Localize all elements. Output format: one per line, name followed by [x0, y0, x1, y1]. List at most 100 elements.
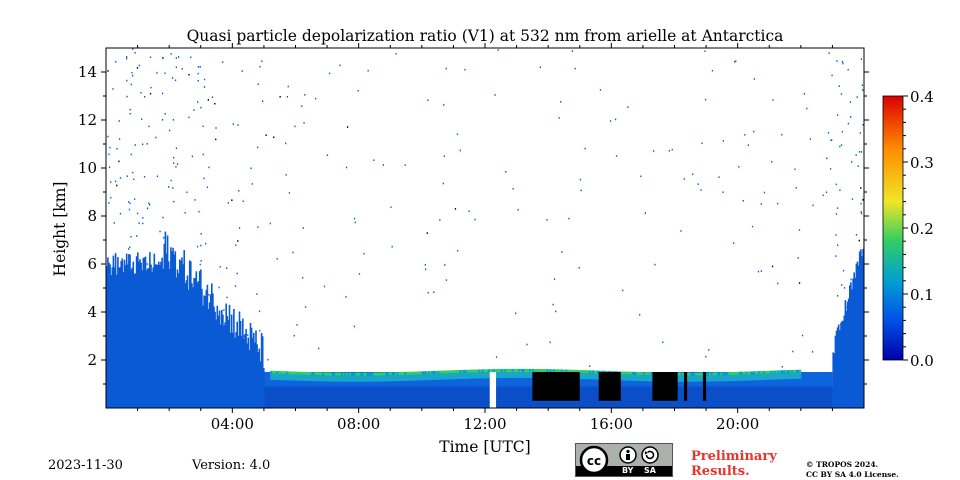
depol-speckle	[433, 291, 435, 293]
cloud-column	[205, 290, 208, 408]
depol-speckle	[234, 285, 237, 287]
cloud-column	[256, 344, 258, 408]
layer-top-segment	[511, 371, 514, 378]
cloud-column	[251, 337, 254, 408]
depol-speckle	[269, 222, 271, 225]
depol-speckle	[162, 216, 164, 219]
layer-top-segment	[289, 374, 292, 381]
cloud-column	[196, 282, 199, 408]
layer-top-segment	[347, 375, 350, 382]
cloud-column	[144, 256, 147, 408]
depol-speckle	[862, 199, 864, 201]
depol-speckle	[835, 234, 837, 236]
layer-top-segment	[726, 375, 729, 382]
layer-top-segment	[590, 370, 593, 374]
layer-top-segment	[788, 373, 791, 380]
depol-speckle	[494, 94, 496, 96]
layer-top-segment	[799, 369, 802, 373]
layer-top-segment	[425, 374, 427, 381]
layer-top-segment	[434, 373, 437, 380]
layer-top-segment	[706, 372, 709, 376]
layer-top-segment	[382, 375, 385, 382]
layer-top-segment	[737, 374, 740, 381]
cloud-column	[852, 278, 854, 408]
cloud-column	[127, 264, 129, 408]
cloud-column	[244, 334, 246, 408]
layer-top-segment	[439, 373, 442, 380]
cloud-column	[195, 271, 198, 408]
cloud-column	[150, 264, 152, 408]
layer-top-segment	[497, 372, 500, 378]
depol-speckle	[861, 84, 863, 86]
layer-top-segment	[319, 375, 322, 382]
depol-speckle	[561, 251, 563, 253]
cloud-column	[263, 368, 265, 408]
layer-top-segment	[778, 373, 781, 380]
cloud-column	[111, 267, 114, 408]
depol-speckle	[614, 118, 617, 121]
layer-top-segment	[682, 372, 685, 376]
depol-speckle	[474, 218, 476, 221]
cloud-column	[128, 254, 130, 408]
cloud-column	[218, 310, 221, 408]
layer-top-segment	[688, 375, 691, 382]
depol-speckle	[175, 166, 177, 168]
depol-speckle	[744, 134, 746, 136]
layer-top-segment	[327, 375, 330, 382]
depol-speckle	[142, 143, 144, 146]
layer-top-segment	[511, 368, 514, 372]
layer-top-segment	[679, 372, 682, 376]
layer-top-segment	[287, 371, 290, 375]
layer-top-segment	[647, 372, 650, 376]
layer-top-segment	[303, 374, 306, 381]
layer-top-segment	[573, 369, 576, 373]
cloud-column	[242, 318, 244, 408]
layer-top-segment	[691, 375, 694, 382]
layer-top-segment	[595, 373, 598, 380]
cloud-column	[234, 337, 236, 408]
depol-speckle	[218, 286, 220, 289]
layer-top-segment	[361, 372, 364, 376]
depol-speckle	[257, 226, 259, 228]
depol-speckle	[257, 146, 259, 149]
cloud-column	[228, 304, 231, 408]
depol-speckle	[395, 53, 397, 55]
layer-top-segment	[507, 368, 510, 372]
depol-speckle	[860, 151, 863, 153]
layer-top-segment	[421, 374, 424, 381]
layer-top-segment	[589, 370, 592, 374]
layer-top-segment	[644, 372, 647, 376]
depol-speckle	[599, 89, 602, 91]
depol-speckle	[836, 207, 839, 209]
colorbar-tick-label: 0.0	[910, 352, 934, 370]
depol-speckle	[171, 77, 174, 79]
layer-top-segment	[270, 370, 273, 374]
layer-top-segment	[717, 375, 720, 382]
layer-top-segment	[387, 372, 390, 376]
layer-top-segment	[769, 370, 772, 374]
layer-top-segment	[320, 372, 323, 376]
layer-top-segment	[298, 374, 301, 381]
layer-top-segment	[642, 375, 645, 382]
layer-top-segment	[650, 372, 653, 376]
x-tick-label: 08:00	[337, 415, 380, 433]
cloud-column	[130, 269, 132, 408]
layer-top-segment	[586, 370, 589, 374]
cc-license-badge[interactable]: cc BY SA	[575, 443, 673, 477]
cloud-column	[214, 311, 216, 408]
depol-speckle	[722, 191, 724, 193]
cloud-column	[198, 271, 201, 408]
depol-speckle	[735, 60, 737, 62]
y-tick-label: 4	[87, 303, 97, 321]
depol-speckle	[107, 70, 109, 72]
depol-speckle	[404, 164, 406, 166]
cloud-column	[854, 277, 857, 408]
depol-speckle	[205, 242, 207, 245]
layer-top-segment	[281, 371, 284, 375]
cloud-column	[240, 335, 243, 408]
layer-top-segment	[745, 374, 748, 381]
cloud-column	[839, 330, 841, 408]
layer-top-segment	[579, 373, 582, 379]
layer-top-segment	[770, 373, 773, 380]
cloud-column	[186, 275, 189, 408]
